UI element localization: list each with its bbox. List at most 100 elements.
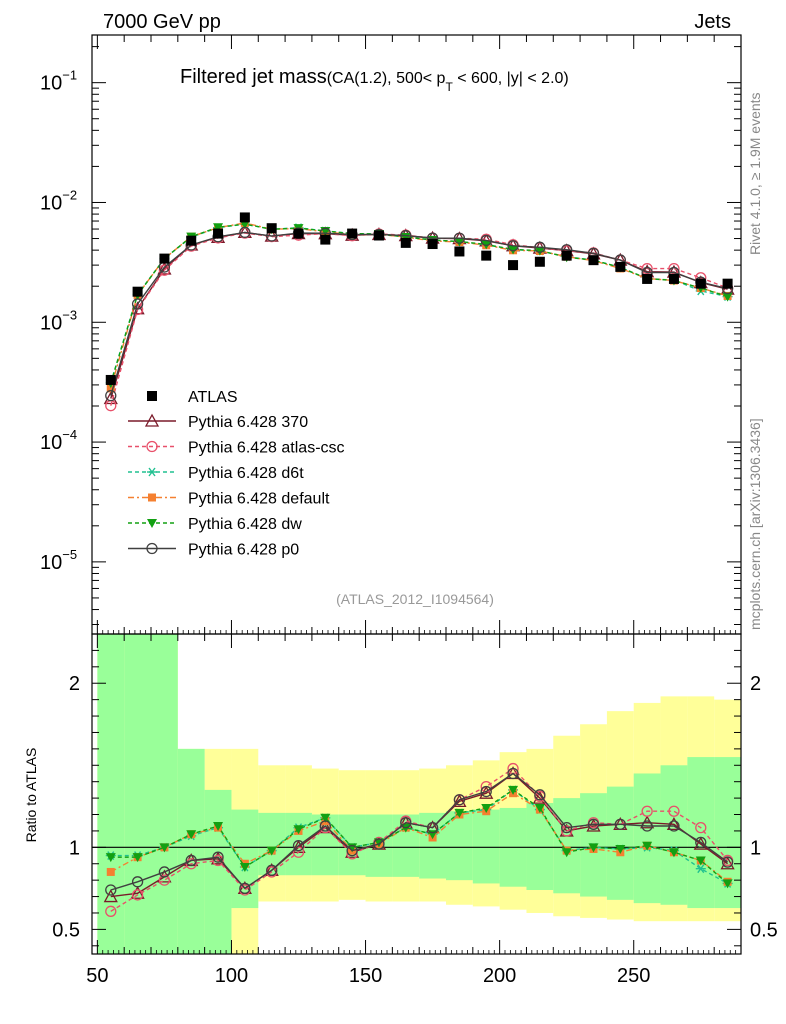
legend-label-series-0: Pythia 6.428 370 <box>188 414 308 431</box>
series-2-ratio-point <box>695 864 706 874</box>
main-y-tick-base: 10 <box>40 432 62 454</box>
series-4-ratio-point <box>615 844 626 854</box>
atlas-data-point <box>508 260 519 271</box>
series-3-main-line <box>110 222 728 389</box>
atlas-data-point <box>293 228 304 239</box>
main-series-layer <box>103 212 735 412</box>
ratio-series-layer <box>103 762 735 917</box>
legend-marker-series-5 <box>146 542 158 555</box>
ratio-ylabel: Ratio to ATLAS <box>23 748 39 843</box>
series-4-main-point <box>534 246 545 256</box>
main-y-tick-exp: −3 <box>62 307 77 322</box>
series-1-main-line <box>110 232 728 406</box>
series-5-main-point <box>507 240 519 252</box>
series-1-ratio-point <box>668 805 680 817</box>
series-1-ratio-point <box>561 825 573 837</box>
series-5-ratio-point <box>721 856 734 868</box>
series-0-ratio-point <box>693 836 708 850</box>
atlas-data-point <box>186 235 197 246</box>
series-5-main-point <box>480 234 492 247</box>
x-tick-label: 150 <box>349 965 382 987</box>
series-5-ratio-point <box>131 876 144 888</box>
main-y-tick-label: 10−1 <box>40 68 77 95</box>
series-3-ratio-line <box>110 792 729 883</box>
atlas-data-point <box>105 374 116 385</box>
legend-marker-series-2-stroke <box>148 467 156 477</box>
series-5-ratio-point <box>105 884 117 896</box>
series-0-ratio-point <box>210 851 226 865</box>
legend-marker-series-4 <box>147 519 157 528</box>
series-1-ratio-point <box>292 846 305 858</box>
series-5-main-point <box>131 298 144 310</box>
series-4-ratio-point <box>293 825 304 835</box>
ratio-band-inner <box>97 634 125 954</box>
x-tick-label: 200 <box>483 965 516 987</box>
series-4-ratio-point <box>239 863 250 873</box>
series-4-ratio-point <box>588 843 599 853</box>
legend-marker-series-3 <box>148 493 156 502</box>
series-5-ratio-point <box>695 836 707 849</box>
series-4-main-line <box>110 223 728 384</box>
series-4-main-point <box>454 237 465 247</box>
legend-label-series-2: Pythia 6.428 d6t <box>188 465 304 482</box>
series-4-ratio-point <box>105 853 116 863</box>
ratio-band-inner <box>204 789 232 954</box>
series-1-ratio-point <box>105 905 117 917</box>
ratio-y-tick-label: 0.5 <box>52 919 80 941</box>
series-4-ratio-point <box>266 846 277 856</box>
ratio-band-inner <box>472 809 500 884</box>
main-y-tick-label: 10−2 <box>40 187 77 214</box>
series-5-ratio-point <box>668 820 680 832</box>
series-5-main-point <box>239 226 251 239</box>
main-y-tick-exp: −5 <box>62 547 77 562</box>
ratio-band-inner <box>660 765 688 905</box>
series-4-main-point <box>722 292 733 302</box>
series-5-main-point <box>453 232 466 244</box>
main-y-tick-exp: −2 <box>62 187 77 202</box>
atlas-data-point <box>695 278 706 289</box>
atlas-data-point <box>132 286 143 297</box>
atlas-data-point <box>320 234 331 245</box>
series-5-ratio-point <box>426 821 439 834</box>
main-y-tick-base: 10 <box>40 73 62 95</box>
series-0-ratio-point <box>720 856 735 870</box>
legend-label-series-4: Pythia 6.428 dw <box>188 516 302 533</box>
series-4-ratio-point <box>695 856 706 866</box>
series-5-ratio-point <box>453 794 466 806</box>
series-1-main-point <box>641 262 653 275</box>
atlas-data-point <box>427 239 438 250</box>
ratio-frame <box>91 633 742 955</box>
plot-title: Filtered jet mass(CA(1.2), 500< pT < 600… <box>180 66 569 94</box>
main-y-tick-base: 10 <box>40 312 62 334</box>
atlas-data-point <box>373 230 384 241</box>
legend-label-series-1: Pythia 6.428 atlas-csc <box>188 440 345 457</box>
ratio-y-tick-label-right: 1 <box>750 837 761 859</box>
atlas-data-point <box>588 255 599 266</box>
series-5-ratio-point <box>400 817 412 829</box>
rivet-label: Rivet 4.1.0, ≥ 1.9M events <box>747 92 763 255</box>
plot-title-suffix: < 600, |y| < 2.0) <box>453 70 569 87</box>
series-1-ratio-point <box>131 889 144 901</box>
series-4-main-point <box>508 245 519 255</box>
atlas-data-point <box>454 246 465 257</box>
atlas-data-point <box>481 250 492 261</box>
ratio-band-inner <box>526 803 554 890</box>
series-5-ratio-point <box>507 767 519 780</box>
ratio-band-inner <box>419 812 446 879</box>
ratio-band-inner <box>151 634 178 954</box>
series-1-ratio-point <box>695 821 707 834</box>
series-2-ratio-point-stroke <box>697 864 705 874</box>
x-tick-label: 100 <box>215 965 248 987</box>
series-4-ratio-point <box>320 813 331 823</box>
main-y-tick-label: 10−4 <box>40 427 77 454</box>
legend-marker-atlas <box>147 391 157 401</box>
main-y-tick-base: 10 <box>40 552 62 574</box>
series-1-main-point <box>158 264 171 276</box>
legend-label-atlas: ATLAS <box>188 389 238 406</box>
atlas-data-point <box>561 250 572 261</box>
series-5-ratio-point <box>587 818 600 831</box>
legend-label-series-5: Pythia 6.428 p0 <box>188 542 299 559</box>
series-5-ratio-point <box>373 838 385 850</box>
series-4-ratio-point <box>508 785 519 795</box>
